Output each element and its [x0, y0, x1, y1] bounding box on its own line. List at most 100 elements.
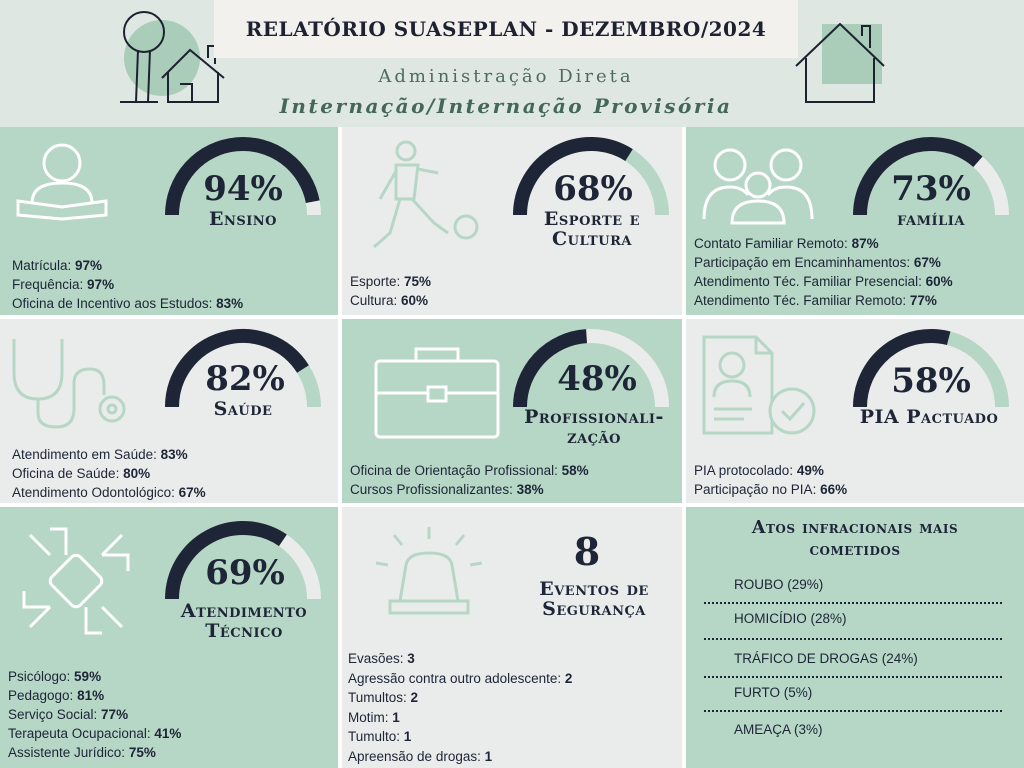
atos-title-line1: Atos infracionais mais [751, 518, 959, 538]
list-item: Atendimento Téc. Familiar Presencial: 60… [694, 272, 953, 291]
item-name: Serviço Social: [8, 707, 102, 722]
card-profissionalizacao: 48% Profissionali- zação Oficina de Orie… [342, 319, 682, 503]
item-value: 38% [516, 482, 544, 497]
item-value: 1 [484, 748, 493, 764]
item-name: Assistente Jurídico: [8, 745, 129, 760]
item-name: Terapeuta Ocupacional: [8, 726, 155, 741]
list-item: Oficina de Orientação Profissional: 58% [350, 461, 589, 480]
list-item: Assistente Jurídico: 75% [8, 743, 181, 762]
item-value: 67% [178, 485, 206, 500]
item-name: Oficina de Saúde: [12, 466, 124, 481]
list-item: Cultura: 60% [350, 291, 431, 310]
header: RELATÓRIO SUASEPLAN - DEZEMBRO/2024 Admi… [0, 0, 1024, 127]
item-value: 97% [75, 258, 103, 273]
list-item: Matrícula: 97% [12, 256, 243, 275]
item-value: 2 [410, 690, 419, 705]
list-item: Tumulto: 1 [348, 727, 572, 747]
item-name: Tumulto: [348, 729, 404, 744]
divider [704, 710, 1002, 712]
item-value: 83% [160, 447, 188, 462]
reading-person-icon [16, 143, 108, 221]
divider [704, 638, 1002, 640]
title-box: RELATÓRIO SUASEPLAN - DEZEMBRO/2024 [214, 0, 798, 58]
card-seguranca: 8 Eventos de Segurança Evasões: 3 Agressã… [342, 507, 682, 768]
list-item: Psicólogo: 59% [8, 667, 181, 686]
item-value: 75% [404, 274, 432, 289]
list-item: PIA protocolado: 49% [694, 461, 847, 480]
list-item: Motim: 1 [348, 708, 572, 728]
card-pia: 58% PIA Pactuado PIA protocolado: 49% Par… [686, 319, 1024, 503]
list-item: Frequência: 97% [12, 275, 243, 294]
item-value: 2 [564, 670, 573, 686]
item-value: 67% [913, 255, 941, 270]
label-profissionalizacao-line1: Profissionali- [524, 406, 664, 428]
item-name: PIA protocolado: [694, 463, 797, 478]
gauge-esporte [513, 137, 669, 216]
item-name: Atendimento em Saúde: [12, 447, 161, 462]
item-value: 3 [407, 651, 415, 666]
item-name: Participação no PIA: [694, 482, 821, 497]
list-esporte: Esporte: 75% Cultura: 60% [350, 272, 431, 310]
item-name: Esporte: [350, 274, 405, 289]
divider [704, 676, 1002, 678]
item-name: Motim: [348, 709, 393, 725]
gauge-ensino [165, 137, 321, 216]
joined-hands-icon [22, 527, 130, 635]
item-value: 75% [128, 745, 156, 760]
item-name: Atendimento Téc. Familiar Remoto: [694, 293, 910, 308]
item-value: 49% [796, 463, 824, 478]
page-title: RELATÓRIO SUASEPLAN - DEZEMBRO/2024 [245, 17, 767, 41]
list-item: Participação em Encaminhamentos: 67% [694, 253, 953, 272]
item-value: 87% [851, 236, 879, 251]
label-seguranca-line2: Segurança [542, 598, 646, 620]
atos-item: HOMICÍDIO (28%) [734, 611, 847, 626]
document-check-icon [702, 335, 816, 435]
tree-house-icon [120, 11, 225, 103]
value-esporte: 68% [553, 169, 633, 209]
count-seguranca: 8 [573, 529, 601, 574]
item-name: Frequência: [12, 277, 88, 292]
item-value: 66% [820, 482, 848, 497]
list-pia: PIA protocolado: 49% Participação no PIA:… [694, 461, 847, 499]
item-name: Oficina de Orientação Profissional: [350, 463, 562, 478]
card-atendimento: 69% Atendimento Técnico Psicólogo: 59% Pe… [0, 507, 338, 768]
label-esporte-line1: Esporte e [543, 208, 641, 230]
value-familia: 73% [891, 169, 971, 209]
subtitle-administracao: Administração Direta [378, 66, 634, 87]
label-familia: família [897, 208, 965, 230]
list-item: Oficina de Saúde: 80% [12, 464, 206, 483]
atos-item: TRÁFICO DE DROGAS (24%) [734, 651, 918, 666]
stethoscope-icon [12, 339, 126, 429]
label-pia: PIA Pactuado [859, 406, 999, 428]
list-item: Contato Familiar Remoto: 87% [694, 234, 953, 253]
item-value: 1 [392, 709, 400, 725]
list-profissionalizacao: Oficina de Orientação Profissional: 58% C… [350, 461, 589, 499]
item-value: 77% [909, 293, 937, 308]
value-ensino: 94% [203, 169, 283, 209]
house-icon [795, 22, 885, 103]
list-item: Oficina de Incentivo aos Estudos: 83% [12, 294, 243, 313]
item-name: Cultura: [350, 293, 402, 308]
list-item: Agressão contra outro adolescente: 2 [348, 669, 572, 689]
list-item: Pedagogo: 81% [8, 686, 181, 705]
item-name: Cursos Profissionalizantes: [350, 482, 517, 497]
item-name: Tumultos: [348, 690, 411, 705]
item-value: 60% [401, 293, 429, 308]
list-item: Atendimento Odontológico: 67% [12, 483, 206, 502]
list-saude: Atendimento em Saúde: 83% Oficina de Saúd… [12, 445, 206, 502]
item-name: Atendimento Téc. Familiar Presencial: [694, 274, 926, 289]
soccer-player-icon [373, 140, 479, 249]
list-atendimento: Psicólogo: 59% Pedagogo: 81% Serviço Socia… [8, 667, 181, 762]
gauge-profissionalizacao [513, 329, 669, 408]
atos-item: ROUBO (29%) [734, 577, 824, 592]
list-item: Evasões: 3 [348, 649, 572, 669]
item-name: Matrícula: [12, 258, 76, 273]
item-value: 59% [74, 669, 102, 684]
gauge-atendimento [165, 521, 321, 600]
briefcase-icon [374, 347, 500, 439]
list-familia: Contato Familiar Remoto: 87% Participação… [694, 234, 953, 310]
list-item: Serviço Social: 77% [8, 705, 181, 724]
list-item: Terapeuta Ocupacional: 41% [8, 724, 181, 743]
list-item: Participação no PIA: 66% [694, 480, 847, 499]
card-atos-infracionais: Atos infracionais mais cometidos ROUBO (… [686, 507, 1024, 768]
